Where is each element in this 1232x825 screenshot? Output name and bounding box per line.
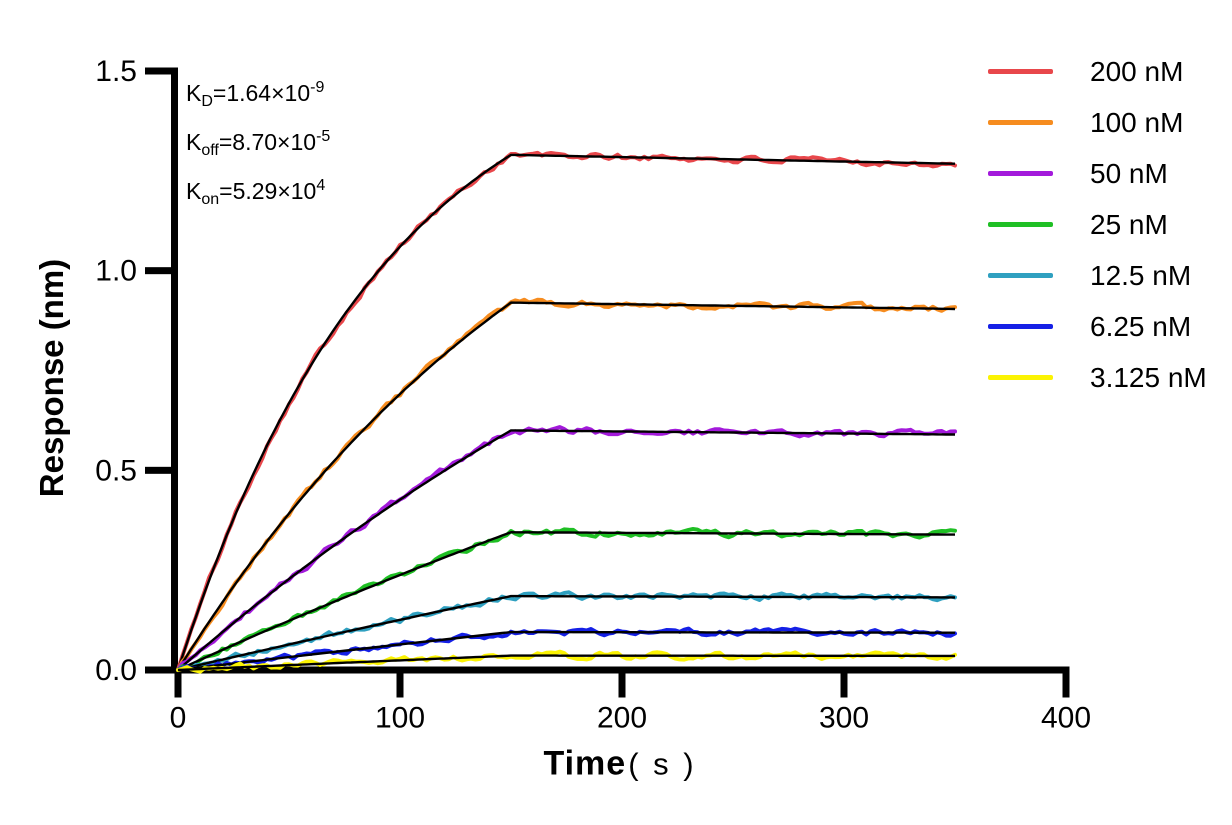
axes: 0.0 0.5 1.0 1.5 0 100 200 300 400 <box>95 55 1091 735</box>
y-axis-title: Response (nm) <box>33 259 71 497</box>
fit-line-25nM <box>177 531 955 672</box>
x-axis-line <box>171 666 1070 674</box>
legend-item-200nM: 200 nM <box>988 46 1207 97</box>
y-tick-label: 1.5 <box>95 55 137 88</box>
annotation-koff-line: Koff=8.70×10-5 <box>186 128 331 159</box>
fit-line-100nM <box>176 301 956 671</box>
annotation-kd-line: KD=1.64×10-9 <box>186 79 325 110</box>
legend-item-50nM: 50 nM <box>988 148 1207 199</box>
y-axis-title-text: Response (nm) <box>33 258 70 498</box>
legend-item-3.125nM: 3.125 nM <box>988 352 1207 403</box>
x-tick-label: 400 <box>1041 702 1091 735</box>
legend-item-12.5nM: 12.5 nM <box>988 250 1207 301</box>
legend-label-200nM: 200 nM <box>1090 55 1184 87</box>
legend-swatch-6.25nM <box>988 324 1053 329</box>
y-tick <box>145 466 171 474</box>
x-tick-label: 300 <box>819 702 869 735</box>
x-tick <box>1062 673 1070 698</box>
y-tick <box>145 267 171 275</box>
legend-swatch-25nM <box>988 222 1053 227</box>
legend-item-25nM: 25 nM <box>988 199 1207 250</box>
x-axis-title: Time( s ) <box>543 745 696 784</box>
series-line-100nM <box>176 297 957 672</box>
x-tick-label: 100 <box>375 702 425 735</box>
y-tick <box>145 67 171 75</box>
y-tick-label: 0.5 <box>95 454 137 487</box>
legend-swatch-200nM <box>988 69 1053 74</box>
y-axis-line <box>171 67 178 674</box>
y-tick-label: 1.0 <box>95 255 137 288</box>
x-tick <box>840 673 848 698</box>
x-tick <box>174 673 182 698</box>
legend-item-100nM: 100 nM <box>988 97 1207 148</box>
fit-line-3.125nM <box>177 654 955 672</box>
x-axis-title-text: Time <box>543 744 627 783</box>
y-tick-label: 0.0 <box>95 654 137 687</box>
annotation-kon-line: Kon=5.29×104 <box>186 177 326 208</box>
legend-label-100nM: 100 nM <box>1090 106 1184 138</box>
fit-line-6.25nM <box>177 630 955 672</box>
legend-label-6.25nM: 6.25 nM <box>1090 310 1192 342</box>
series-line-25nM <box>176 527 957 672</box>
legend-item-6.25nM: 6.25 nM <box>988 301 1207 352</box>
fit-line-50nM <box>177 429 955 671</box>
x-tick-label: 0 <box>170 702 187 735</box>
legend-label-12.5nM: 12.5 nM <box>1090 259 1192 291</box>
legend-swatch-100nM <box>988 120 1053 125</box>
legend-swatch-50nM <box>988 171 1053 176</box>
series-group <box>176 150 957 674</box>
legend-swatch-12.5nM <box>988 273 1053 278</box>
legend-swatch-3.125nM <box>988 375 1053 380</box>
x-tick <box>618 673 626 698</box>
x-tick <box>396 673 404 698</box>
legend-label-50nM: 50 nM <box>1090 157 1168 189</box>
fit-line-200nM <box>176 153 955 671</box>
legend-label-25nM: 25 nM <box>1090 208 1168 240</box>
fit-line-12.5nM <box>177 594 955 672</box>
legend: 200 nM 100 nM 50 nM 25 nM 12.5 nM 6.25 nM 3.12… <box>988 46 1207 403</box>
kinetics-annotation: KD=1.64×10-9 Koff=8.70×10-5 Kon=5.29×104 <box>186 70 330 217</box>
x-tick-label: 200 <box>597 702 647 735</box>
x-axis-title-unit: ( s ) <box>628 746 697 782</box>
legend-label-3.125nM: 3.125 nM <box>1090 361 1207 393</box>
y-tick <box>145 666 171 674</box>
